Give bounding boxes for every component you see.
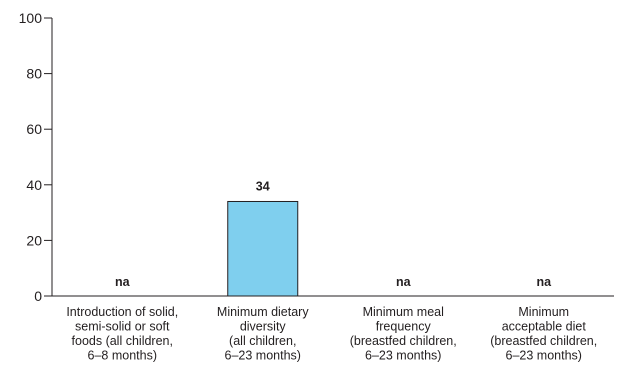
data-label: 34 xyxy=(256,179,270,193)
category-label: Minimum dietary diversity (all children, 6–… xyxy=(217,305,309,363)
data-label: na xyxy=(536,275,552,289)
labels: na Introduction of solid, semi-solid or so… xyxy=(66,179,597,362)
bar xyxy=(227,200,299,297)
bars xyxy=(227,200,299,297)
y-tick-label: 80 xyxy=(26,66,42,82)
y-tick-label: 40 xyxy=(26,177,42,193)
category-label: Minimum meal frequency (breastfed children… xyxy=(350,305,457,363)
data-label: na xyxy=(115,275,131,289)
y-tick-label: 100 xyxy=(19,10,43,26)
category-label: Minimum acceptable diet (breastfed childre… xyxy=(490,305,597,363)
y-tick-label: 0 xyxy=(34,288,42,304)
data-label: na xyxy=(396,275,412,289)
y-tick-label: 20 xyxy=(26,232,42,248)
y-tick-label: 60 xyxy=(26,121,42,137)
category-label: Introduction of solid, semi-solid or soft… xyxy=(66,305,178,363)
axes: 0 20 40 60 80 100 xyxy=(19,10,614,304)
